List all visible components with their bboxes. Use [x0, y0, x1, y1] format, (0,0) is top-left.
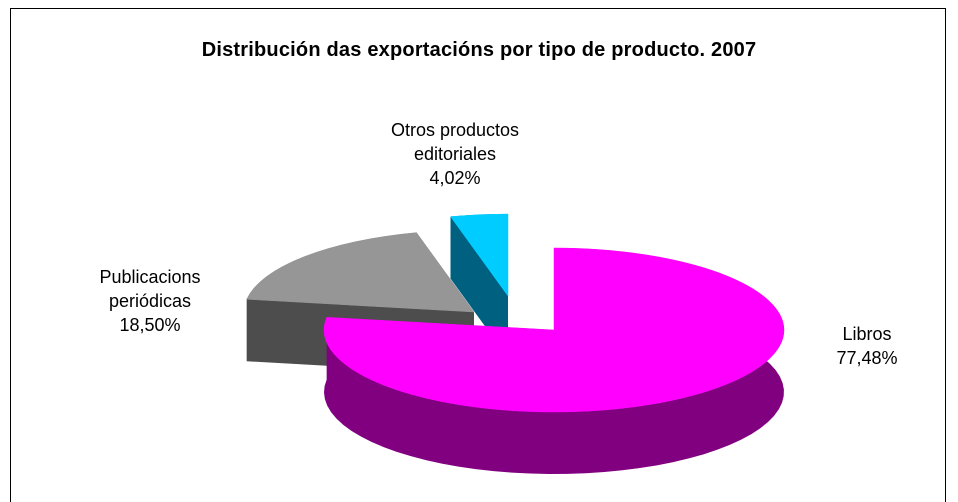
data-label-publicacions-peri-dicas: 18,50% — [119, 315, 180, 335]
slice-label-libros: Libros — [842, 324, 891, 344]
slice-otros-productos-editoriales — [450, 213, 509, 297]
data-label-libros: 77,48% — [836, 348, 897, 368]
slice-label-publicacions-peri-dicas: periódicas — [109, 291, 191, 311]
chart-title: Distribución das exportacións por tipo d… — [201, 39, 757, 61]
slice-label-publicacions-peri-dicas: Publicacions — [99, 267, 200, 287]
slice-publicacions-peri-dicas — [246, 232, 475, 313]
slice-label-otros-productos-editoriales: editoriales — [414, 144, 496, 164]
slice-libros — [323, 247, 785, 413]
data-label-otros-productos-editoriales: 4,02% — [429, 168, 480, 188]
slice-label-otros-productos-editoriales: Otros productos — [391, 120, 519, 140]
